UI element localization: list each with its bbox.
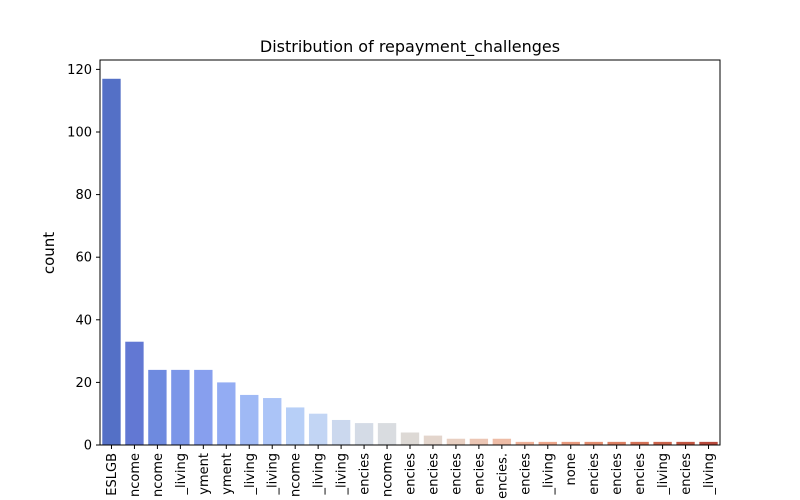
bar <box>446 438 466 445</box>
x-tick-label: _living <box>335 453 350 496</box>
y-tick-label: 40 <box>75 313 92 328</box>
y-tick-label: 60 <box>75 251 92 266</box>
x-tick-label: ESLGB <box>105 453 120 496</box>
x-tick-label: encies <box>633 453 648 495</box>
y-tick-label: 80 <box>75 188 92 203</box>
x-tick-label: ncome <box>381 453 396 497</box>
bar <box>217 382 236 445</box>
bar <box>308 413 328 445</box>
x-tick-label: ncome <box>289 453 304 497</box>
bar <box>102 78 121 445</box>
y-tick-label: 100 <box>67 125 92 140</box>
bars-group <box>102 78 718 445</box>
x-tick-label: encies <box>404 453 419 495</box>
x-tick-label: encies <box>358 453 373 495</box>
y-axis: 0 20 40 60 80 100 120 <box>67 63 100 454</box>
bar <box>676 441 695 445</box>
x-tick-label: encies <box>449 453 464 495</box>
bar <box>538 441 557 445</box>
x-tick-label: _living <box>174 453 189 496</box>
x-tick-label: _living <box>702 453 717 496</box>
x-tick-label: _living <box>656 453 671 496</box>
x-tick-label: _living <box>243 453 258 496</box>
bar <box>515 441 534 445</box>
bar <box>561 441 580 445</box>
bar <box>240 394 259 445</box>
bar <box>607 441 626 445</box>
y-axis-label: count <box>40 232 58 274</box>
x-tick-label: encies <box>610 453 625 495</box>
bar <box>492 438 512 445</box>
x-tick-label: _living <box>541 453 556 496</box>
x-tick-label: encies. <box>495 453 510 499</box>
bar <box>331 419 351 445</box>
x-tick-label: encies <box>518 453 533 495</box>
bar <box>263 398 282 445</box>
bar <box>653 441 672 445</box>
x-tick-label: ncome <box>151 453 166 497</box>
bar <box>171 369 190 445</box>
bar <box>400 432 420 445</box>
bar <box>699 441 718 445</box>
x-tick-label: encies <box>587 453 602 495</box>
bar <box>423 435 443 445</box>
bar <box>630 441 649 445</box>
bar <box>148 369 167 445</box>
plot-frame <box>99 59 721 446</box>
bar <box>584 441 603 445</box>
x-axis: ESLGB ncome ncome _living yment yment _living _… <box>105 445 717 499</box>
x-tick-label: encies <box>426 453 441 495</box>
bar <box>125 341 144 445</box>
y-tick-label: 120 <box>67 63 92 78</box>
x-tick-label: ncome <box>128 453 143 497</box>
x-tick-label: encies <box>679 453 694 495</box>
bar <box>469 438 489 445</box>
x-tick-label: yment <box>197 453 212 495</box>
y-tick-label: 20 <box>75 376 92 391</box>
bar <box>377 423 397 445</box>
x-tick-label: none <box>564 453 579 485</box>
bar <box>194 369 213 445</box>
x-tick-label: _living <box>312 453 327 496</box>
chart-title: Distribution of repayment_challenges <box>260 37 560 57</box>
x-tick-label: encies <box>472 453 487 495</box>
x-tick-label: _living <box>266 453 281 496</box>
x-tick-label: yment <box>220 453 235 495</box>
bar <box>286 407 305 445</box>
y-tick-label: 0 <box>84 439 92 454</box>
bar <box>354 423 374 445</box>
